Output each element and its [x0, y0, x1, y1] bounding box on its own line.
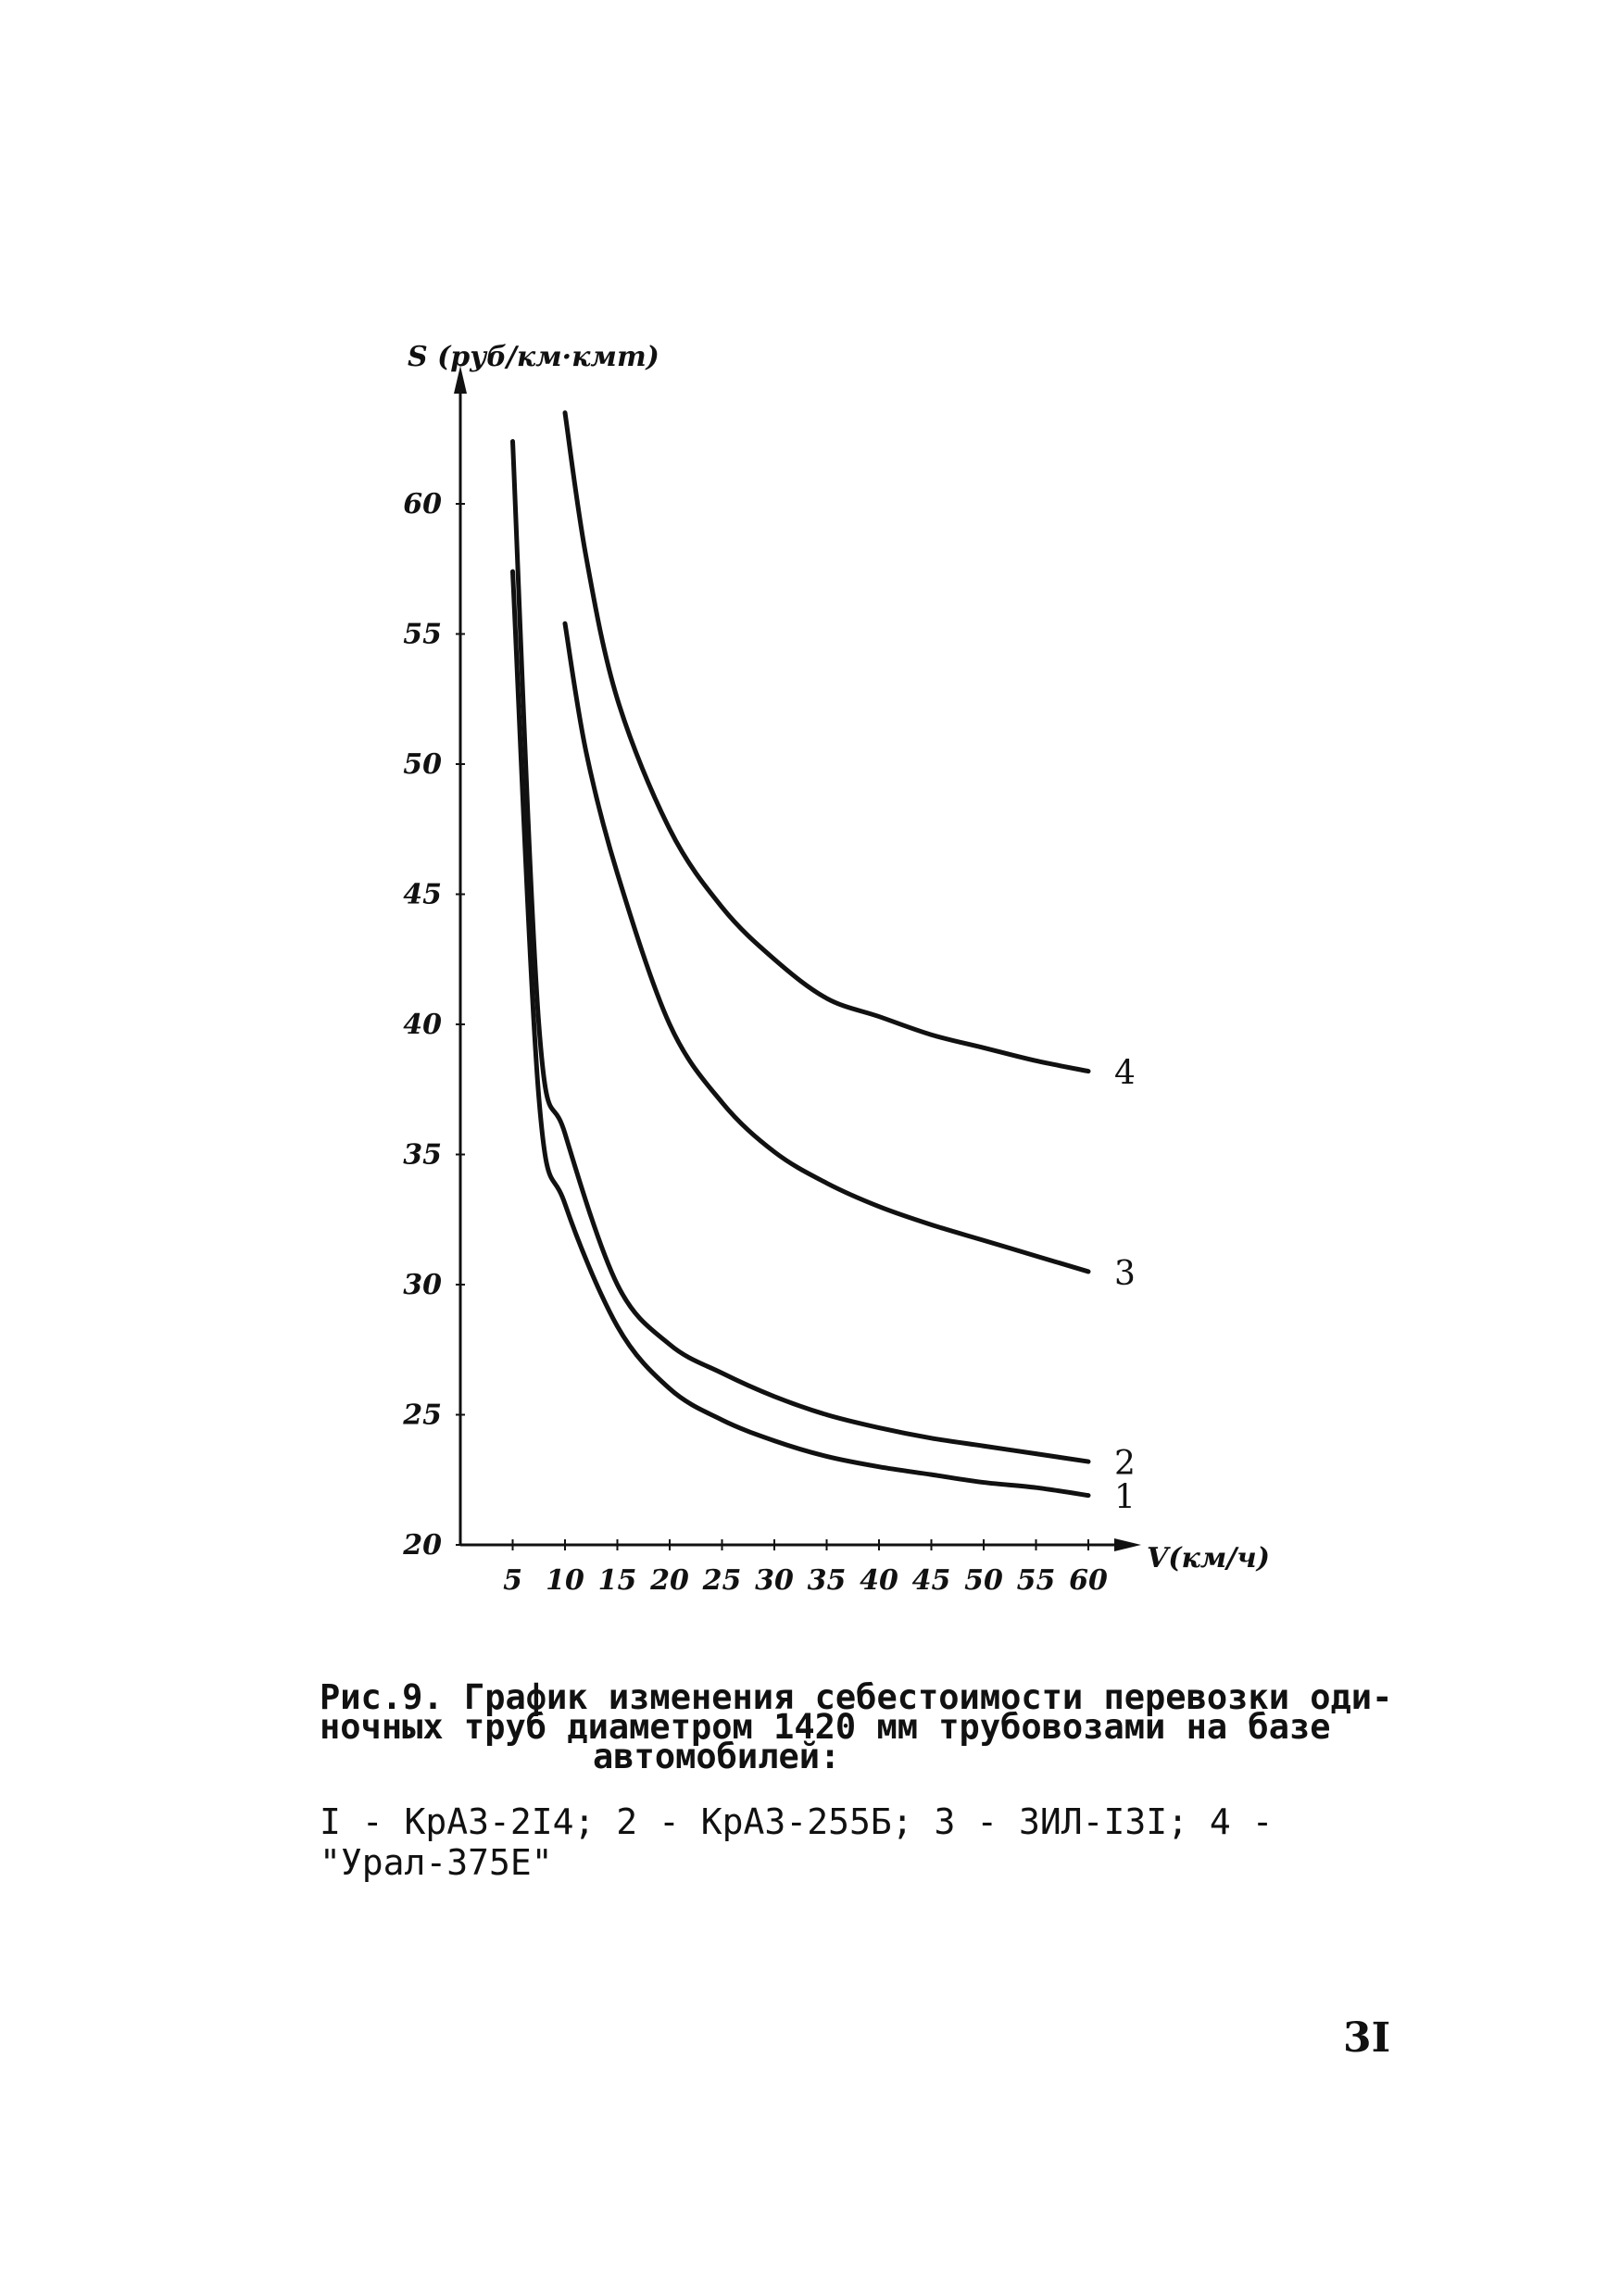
- y-tick-label: 50: [403, 748, 442, 781]
- x-tick-label: 5: [503, 1564, 522, 1597]
- y-tick-label: 60: [403, 488, 442, 521]
- page-number: 3I: [1343, 2014, 1391, 2062]
- y-tick-label: 40: [403, 1009, 442, 1041]
- caption-title-line-2: ночных труб диаметром 1420 мм трубовозам…: [320, 1707, 1331, 1747]
- x-tick-label: 10: [546, 1564, 584, 1597]
- y-axis-label: S (руб/км·кмт): [408, 341, 659, 373]
- y-tick-label: 30: [403, 1269, 442, 1301]
- x-tick-label: 20: [649, 1564, 689, 1597]
- curve-label-3: 3: [1114, 1255, 1136, 1293]
- x-tick-label: 40: [860, 1564, 898, 1597]
- y-tick-label: 35: [403, 1139, 442, 1172]
- x-tick-label: 50: [964, 1564, 1003, 1597]
- curve-3: [562, 621, 1091, 1274]
- curve-2: [510, 439, 1091, 1464]
- x-tick-label: 55: [1017, 1564, 1056, 1597]
- curve-label-4: 4: [1114, 1055, 1136, 1093]
- x-axis-arrow-icon: [1114, 1538, 1141, 1551]
- x-axis-label: V(км/ч): [1147, 1542, 1270, 1575]
- curve-label-2: 2: [1114, 1445, 1136, 1483]
- y-axis-arrow-icon: [454, 366, 467, 394]
- curve-label-1: 1: [1114, 1479, 1136, 1517]
- x-tick-label: 15: [598, 1564, 637, 1597]
- x-tick-label: 30: [755, 1564, 794, 1597]
- caption-title-line-3: автомобилей:: [593, 1737, 841, 1776]
- x-tick-label: 45: [912, 1564, 951, 1597]
- y-tick-label: 20: [402, 1529, 442, 1562]
- caption-legend: I - КрАЗ-2I4; 2 - КрАЗ-255Б; 3 - ЗИЛ-I3I…: [320, 1801, 1274, 1883]
- y-tick-label: 55: [403, 619, 442, 651]
- y-tick-label: 45: [403, 879, 442, 911]
- x-tick-label: 25: [702, 1564, 742, 1597]
- y-tick-label: 25: [402, 1399, 442, 1432]
- curve-1: [510, 569, 1091, 1499]
- x-tick-label: 60: [1069, 1564, 1108, 1597]
- x-tick-label: 35: [808, 1564, 847, 1597]
- caption-title-line-1: Рис.9. График изменения себестоимости пе…: [320, 1677, 1393, 1717]
- curve-4: [562, 410, 1091, 1074]
